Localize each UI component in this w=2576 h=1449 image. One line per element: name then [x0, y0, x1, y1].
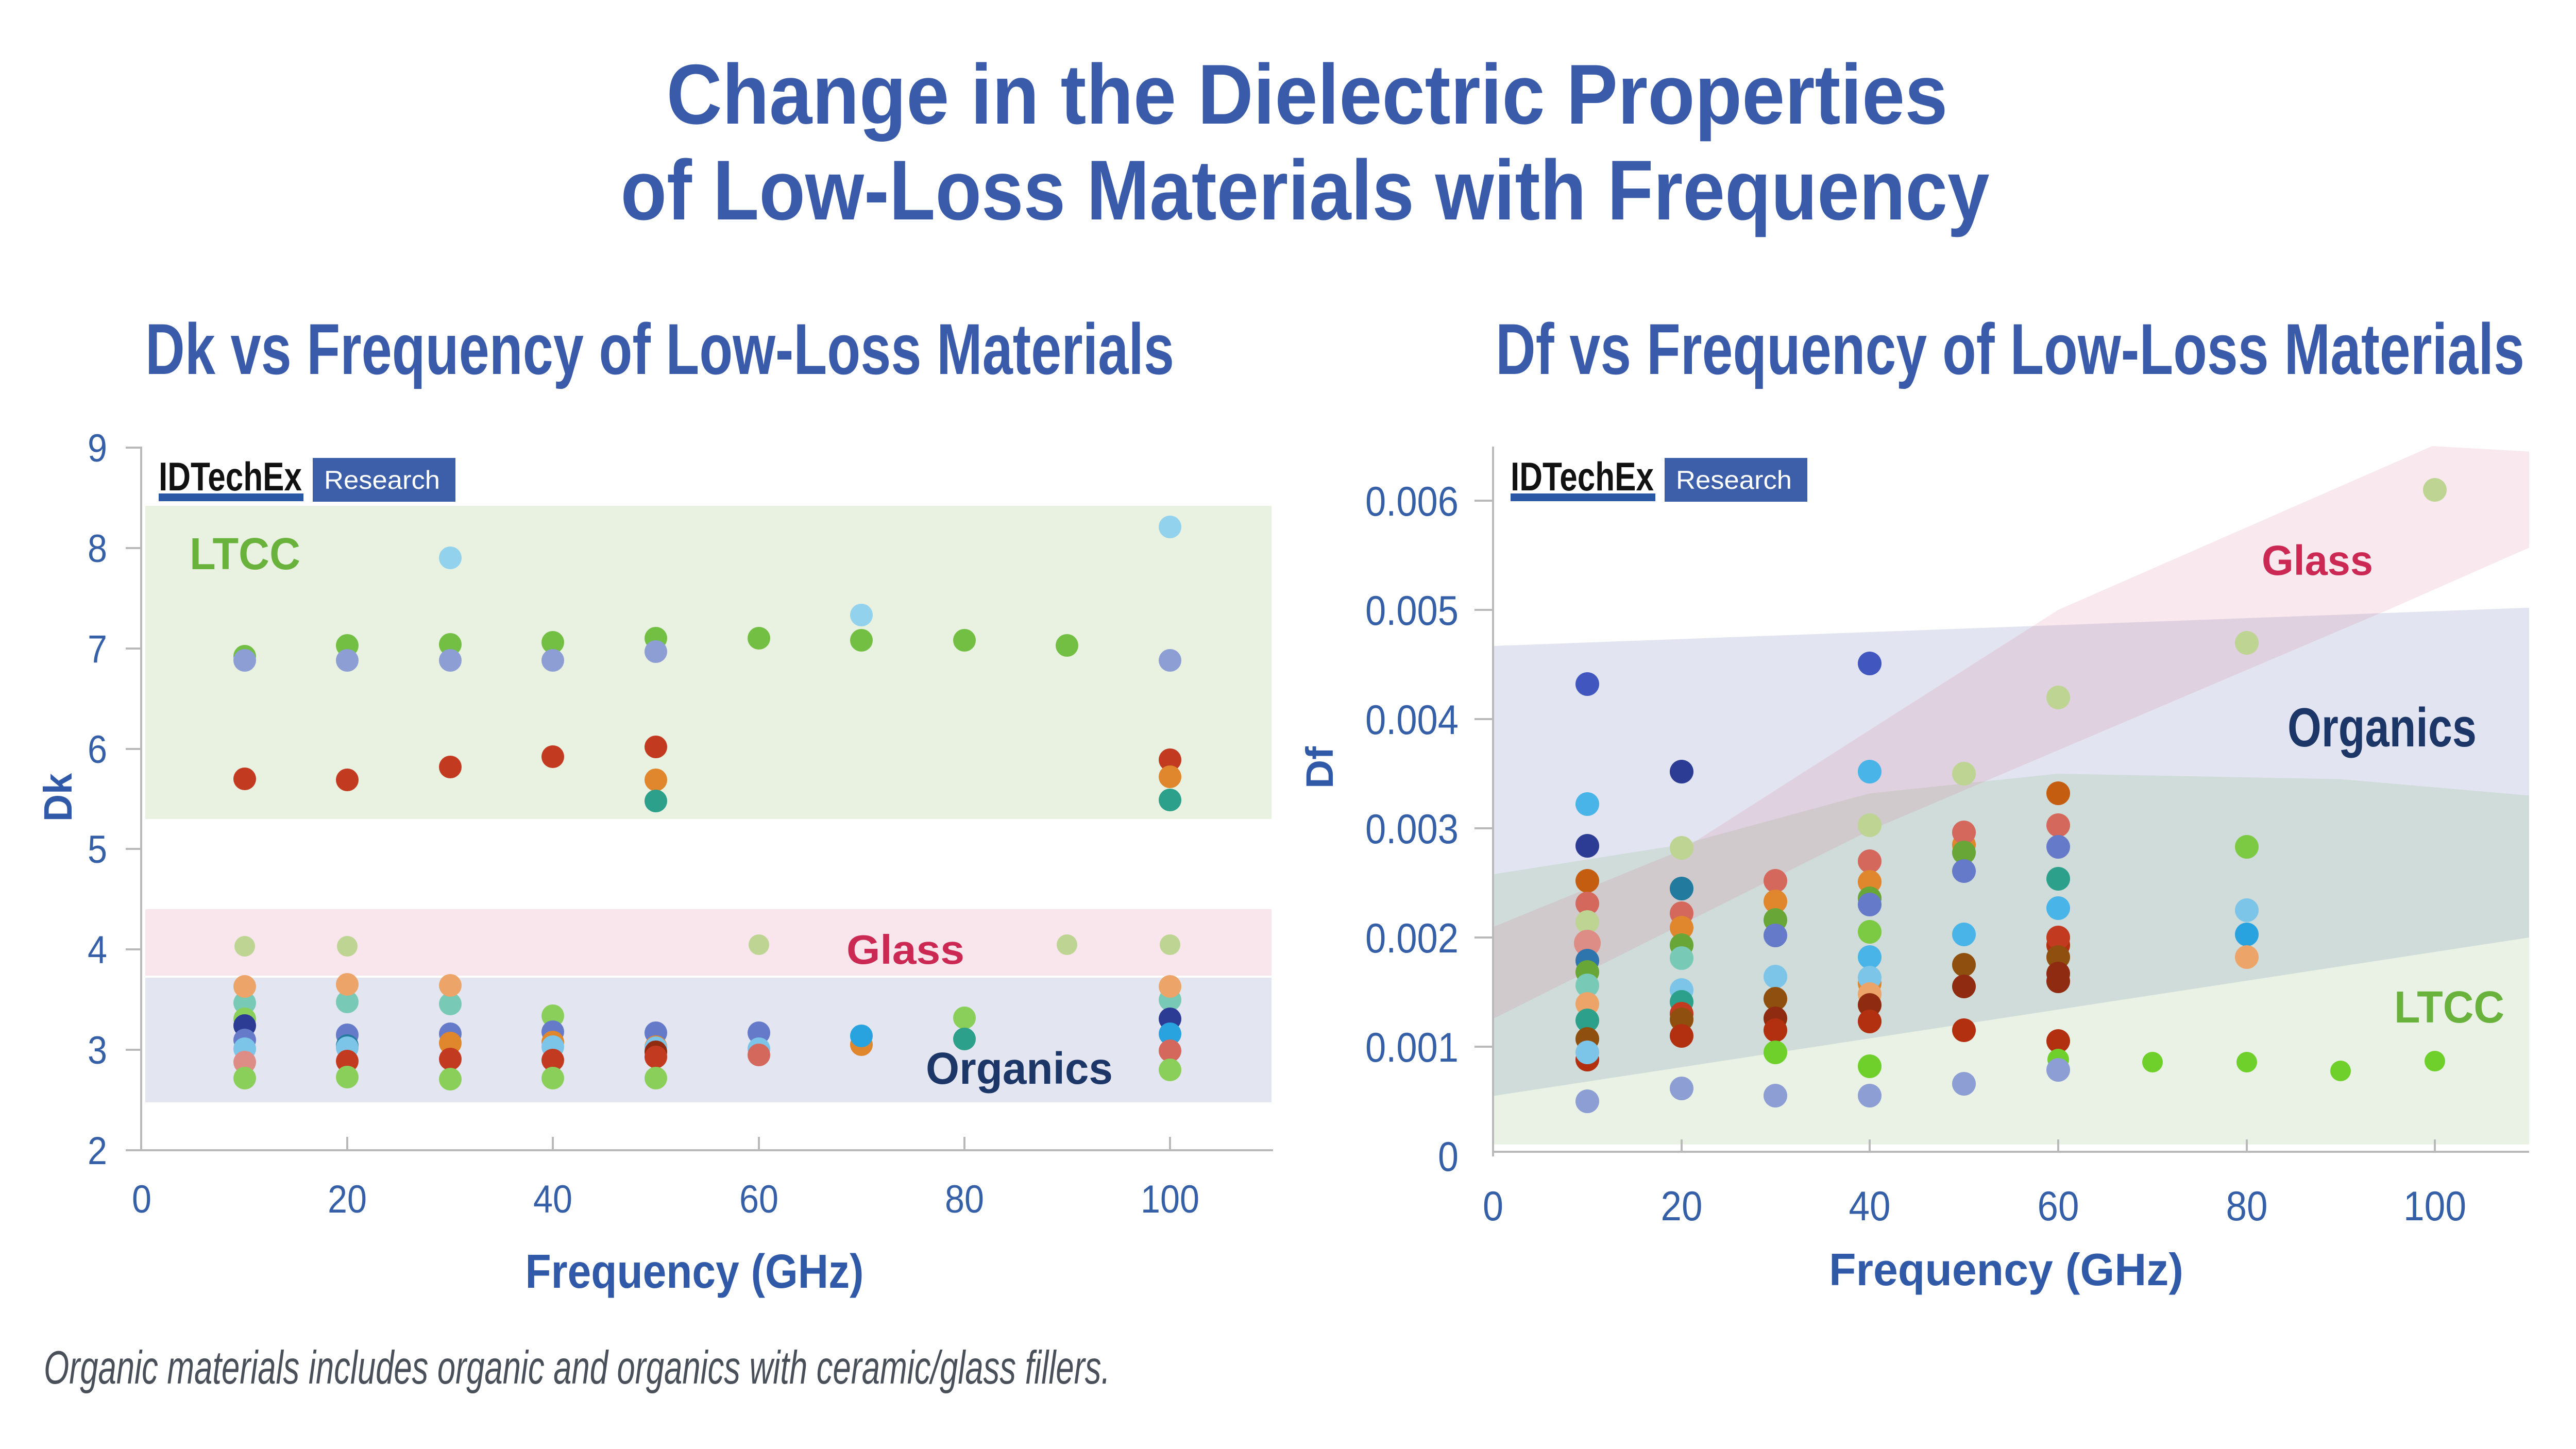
svg-text:Df vs Frequency of Low-Loss Ma: Df vs Frequency of Low-Loss Materials: [1496, 309, 2524, 389]
svg-text:60: 60: [2038, 1183, 2079, 1230]
svg-text:60: 60: [739, 1178, 778, 1221]
svg-text:Research: Research: [324, 466, 440, 495]
svg-text:5: 5: [88, 828, 107, 872]
svg-text:LTCC: LTCC: [190, 529, 300, 579]
svg-text:7: 7: [88, 627, 107, 671]
svg-text:0: 0: [132, 1178, 151, 1221]
svg-text:100: 100: [2403, 1183, 2466, 1230]
svg-text:8: 8: [88, 527, 107, 571]
svg-text:of Low-Loss Materials with Fre: of Low-Loss Materials with Frequency: [621, 143, 1990, 237]
svg-text:LTCC: LTCC: [2394, 982, 2504, 1032]
svg-text:0.003: 0.003: [1365, 806, 1459, 853]
svg-text:80: 80: [945, 1178, 984, 1221]
svg-text:0.004: 0.004: [1365, 697, 1459, 743]
svg-text:Glass: Glass: [2262, 537, 2373, 584]
svg-text:Dk: Dk: [36, 773, 80, 822]
svg-text:0.005: 0.005: [1365, 588, 1459, 634]
svg-text:Df: Df: [1298, 746, 1341, 789]
svg-text:6: 6: [88, 728, 107, 772]
svg-text:4: 4: [88, 928, 107, 972]
svg-text:0.006: 0.006: [1365, 479, 1459, 525]
svg-text:0.001: 0.001: [1365, 1025, 1459, 1071]
svg-text:0: 0: [1483, 1183, 1503, 1230]
svg-text:2: 2: [88, 1129, 107, 1173]
svg-text:IDTechEx: IDTechEx: [159, 454, 302, 499]
svg-text:40: 40: [1849, 1183, 1891, 1230]
svg-text:Organic materials includes org: Organic materials includes organic and o…: [44, 1342, 1110, 1394]
svg-text:Glass: Glass: [846, 927, 964, 973]
svg-text:9: 9: [88, 427, 107, 470]
svg-text:Frequency (GHz): Frequency (GHz): [526, 1245, 864, 1298]
svg-text:0: 0: [1438, 1134, 1459, 1180]
svg-text:Change in the Dielectric Prope: Change in the Dielectric Properties: [667, 47, 1948, 142]
svg-text:Organics: Organics: [926, 1044, 1113, 1094]
svg-text:80: 80: [2226, 1183, 2268, 1230]
svg-text:3: 3: [88, 1029, 107, 1072]
svg-text:Frequency (GHz): Frequency (GHz): [1829, 1244, 2183, 1295]
svg-text:100: 100: [1141, 1178, 1199, 1221]
svg-text:40: 40: [533, 1178, 572, 1221]
svg-text:Dk vs Frequency of Low-Loss Ma: Dk vs Frequency of Low-Loss Materials: [145, 309, 1174, 389]
svg-text:20: 20: [1661, 1183, 1703, 1230]
svg-text:20: 20: [328, 1178, 367, 1221]
svg-text:Organics: Organics: [2287, 696, 2477, 758]
svg-text:0.002: 0.002: [1365, 915, 1459, 962]
